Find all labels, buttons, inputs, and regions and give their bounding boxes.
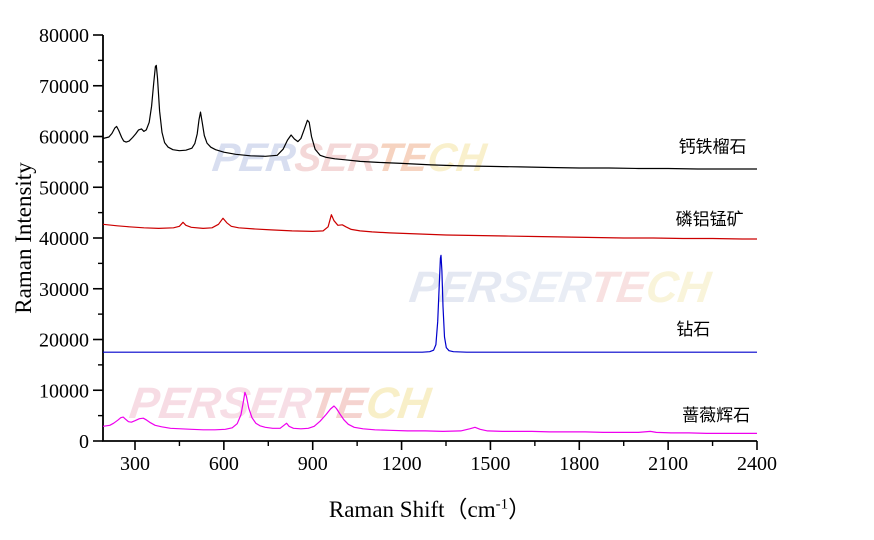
y-tick-label: 30000 bbox=[39, 279, 89, 301]
x-tick-label: 1200 bbox=[382, 453, 422, 475]
x-tick-label: 900 bbox=[298, 453, 328, 475]
y-tick-label: 60000 bbox=[39, 127, 89, 149]
x-tick-label: 1800 bbox=[559, 453, 599, 475]
curve-label-phosphate: 磷铝锰矿 bbox=[676, 210, 744, 229]
x-axis-title-close: ） bbox=[508, 497, 532, 522]
y-axis-title: Raman Intensity bbox=[11, 162, 36, 314]
x-tick-label: 1500 bbox=[470, 453, 510, 475]
curve-label-rhodonite: 蔷薇辉石 bbox=[682, 406, 750, 425]
curve-garnet bbox=[102, 64, 757, 170]
curve-rhodonite bbox=[102, 391, 757, 434]
y-tick-label: 80000 bbox=[39, 25, 89, 47]
curve-diamond bbox=[103, 254, 757, 353]
y-tick-label: 0 bbox=[79, 431, 89, 453]
x-axis-title-text: Raman Shift（cm bbox=[328, 497, 496, 522]
x-tick-label: 600 bbox=[209, 453, 239, 475]
y-tick-label: 50000 bbox=[39, 177, 89, 199]
y-tick-label: 70000 bbox=[39, 76, 89, 98]
x-axis-title: Raman Shift（cm-1） bbox=[0, 490, 860, 524]
curve-phosphate bbox=[102, 214, 757, 240]
curve-label-diamond: 钻石 bbox=[676, 320, 710, 339]
x-tick-label: 2400 bbox=[737, 453, 777, 475]
x-tick-label: 2100 bbox=[648, 453, 688, 475]
x-tick-label: 300 bbox=[120, 453, 150, 475]
y-tick-label: 40000 bbox=[39, 228, 89, 250]
y-tick-label: 20000 bbox=[39, 330, 89, 352]
x-axis-title-superscript: -1 bbox=[495, 496, 509, 513]
y-tick-label: 10000 bbox=[39, 380, 89, 402]
curve-label-garnet: 钙铁榴石 bbox=[679, 138, 747, 157]
